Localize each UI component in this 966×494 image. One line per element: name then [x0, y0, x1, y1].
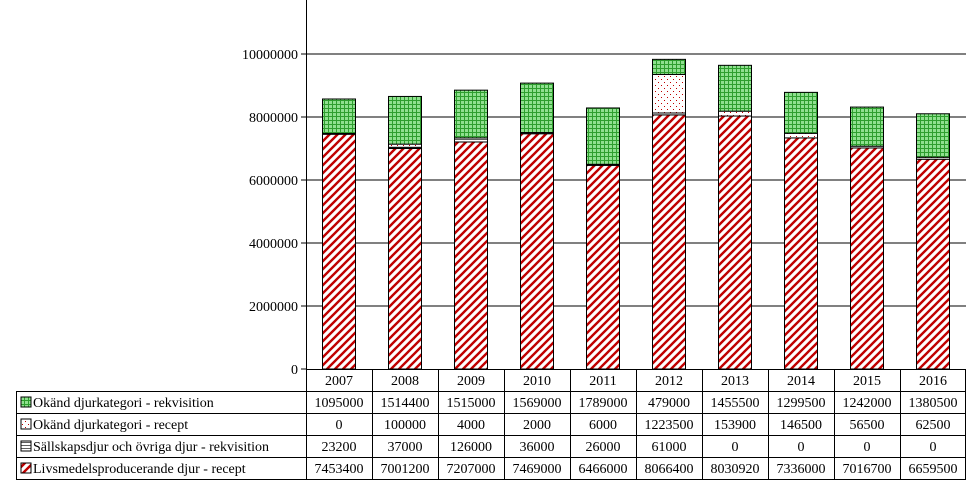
data-label: 1380500 — [909, 396, 958, 411]
legend-key — [20, 462, 32, 474]
x-tick-label: 2011 — [589, 374, 616, 389]
bar-segment — [454, 89, 488, 139]
bar-segment — [454, 141, 488, 370]
data-label: 1242000 — [843, 396, 892, 411]
x-tick-label: 2013 — [721, 374, 749, 389]
bar-segment — [322, 133, 356, 370]
legend-label: Livsmedelsproducerande djur - recept — [33, 462, 246, 477]
bars — [322, 58, 950, 370]
data-label: 1455500 — [711, 396, 760, 411]
legend-key — [20, 440, 32, 452]
bar-segment — [718, 115, 752, 370]
data-label: 0 — [336, 418, 343, 433]
data-label: 23200 — [322, 440, 357, 455]
bar-segment — [454, 137, 488, 143]
x-tick-label: 2014 — [787, 374, 815, 389]
data-label: 61000 — [652, 440, 687, 455]
data-label: 6000 — [589, 418, 617, 433]
legend-label: Okänd djurkategori - recept — [33, 418, 188, 433]
x-tick-label: 2010 — [523, 374, 551, 389]
x-tick-label: 2012 — [655, 374, 683, 389]
legend-label: Okänd djurkategori - rekvisition — [33, 396, 214, 411]
bar-segment — [850, 147, 884, 370]
bar-segment — [388, 147, 422, 370]
data-label: 4000 — [457, 418, 485, 433]
bar-segment — [652, 73, 686, 114]
y-tick-label: 4000000 — [249, 237, 298, 252]
data-label: 126000 — [450, 440, 492, 455]
data-label: 7207000 — [447, 462, 496, 477]
data-label: 8066400 — [645, 462, 694, 477]
bar-segment — [388, 95, 422, 145]
bar-segment — [784, 137, 818, 370]
data-table: 2007 2008 2009 2010 2011 2012 2013 2014 2015 2016… — [16, 369, 966, 480]
bar-segment — [916, 113, 950, 158]
legend-label: Sällskapsdjur och övriga djur - rekvisit… — [33, 440, 269, 455]
bar-segment — [850, 106, 884, 147]
x-tick-label: 2009 — [457, 374, 485, 389]
bar-segment — [322, 98, 356, 134]
data-label: 153900 — [714, 418, 756, 433]
x-tick-label: 2015 — [853, 374, 881, 389]
data-label: 1569000 — [513, 396, 562, 411]
data-label: 0 — [798, 440, 805, 455]
legend-key — [20, 418, 32, 430]
data-label: 1514400 — [381, 396, 430, 411]
y-tick-label: 8000000 — [249, 111, 298, 126]
data-label: 7469000 — [513, 462, 562, 477]
data-label: 7016700 — [843, 462, 892, 477]
data-label: 7336000 — [777, 462, 826, 477]
bar-segment — [916, 158, 950, 370]
y-tick-label: 0 — [291, 363, 298, 378]
bar-segment — [520, 82, 554, 134]
bar-segment — [652, 114, 686, 370]
data-label: 100000 — [384, 418, 426, 433]
data-label: 36000 — [520, 440, 555, 455]
data-label: 7001200 — [381, 462, 430, 477]
y-tick-label: 6000000 — [249, 174, 298, 189]
x-tick-label: 2016 — [919, 374, 947, 389]
x-tick-label: 2008 — [391, 374, 419, 389]
y-tick-label: 10000000 — [242, 48, 298, 63]
data-label: 6466000 — [579, 462, 628, 477]
bar-segment — [520, 133, 554, 370]
bar-segment — [586, 107, 620, 165]
data-label: 0 — [930, 440, 937, 455]
bar-segment — [784, 132, 818, 139]
data-label: 146500 — [780, 418, 822, 433]
bar-segment — [718, 110, 752, 117]
data-label: 62500 — [916, 418, 951, 433]
data-label: 1095000 — [315, 396, 364, 411]
data-label: 56500 — [850, 418, 885, 433]
data-label: 8030920 — [711, 462, 760, 477]
data-label: 0 — [732, 440, 739, 455]
bar-segment — [586, 164, 620, 370]
bar-segment — [784, 91, 818, 134]
data-label: 2000 — [523, 418, 551, 433]
data-label: 1299500 — [777, 396, 826, 411]
y-tick-label: 2000000 — [249, 300, 298, 315]
bar-segment — [652, 58, 686, 75]
y-axis: 0 2000000 4000000 6000000 8000000 10000000 — [242, 0, 307, 378]
bar-segment — [718, 64, 752, 112]
data-label: 6659500 — [909, 462, 958, 477]
data-label: 479000 — [648, 396, 690, 411]
data-label: 26000 — [586, 440, 621, 455]
data-label: 0 — [864, 440, 871, 455]
data-label: 1789000 — [579, 396, 628, 411]
x-tick-label: 2007 — [325, 374, 353, 389]
data-label: 1223500 — [645, 418, 694, 433]
data-label: 1515000 — [447, 396, 496, 411]
legend-key — [20, 396, 32, 408]
data-label: 7453400 — [315, 462, 364, 477]
data-label: 37000 — [388, 440, 423, 455]
